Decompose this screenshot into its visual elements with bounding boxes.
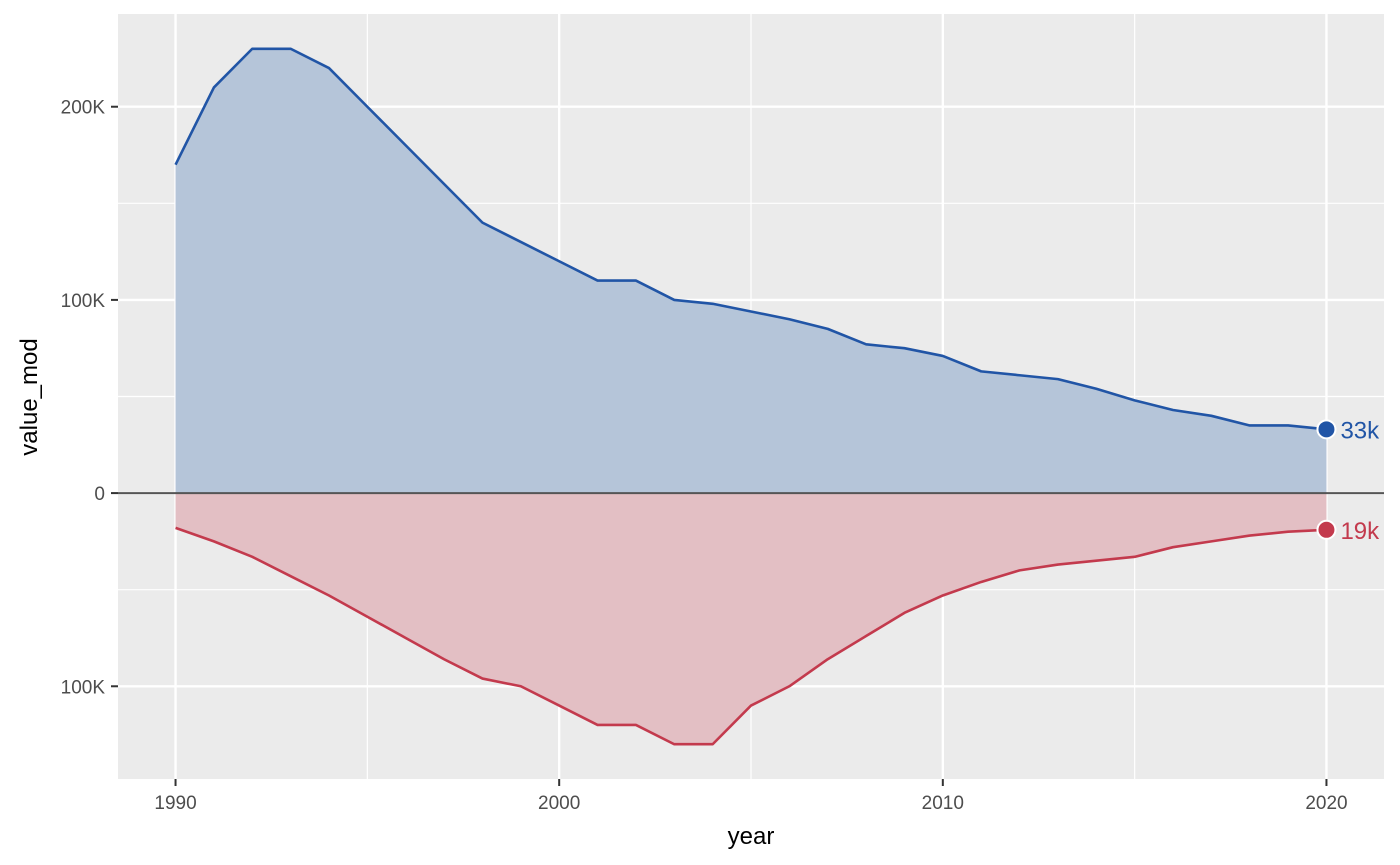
end-point-series-1 xyxy=(1316,519,1337,540)
x-tick-label: 2000 xyxy=(538,793,580,814)
series-lines xyxy=(174,47,1327,746)
series-line-1 xyxy=(175,526,1327,746)
area-fills xyxy=(175,48,1327,745)
y-axis-title: value_mod xyxy=(16,338,43,455)
y-tick-label: 200K xyxy=(61,98,106,119)
end-labels: 33k 19k xyxy=(1340,417,1380,544)
axes: 1990 2000 2010 2020 200K 100K 0 100K xyxy=(61,98,1348,814)
series-line-0 xyxy=(174,47,1327,431)
y-tick-label: 0 xyxy=(94,484,105,505)
end-label-series-1: 19k xyxy=(1340,518,1380,545)
x-tick-label: 2010 xyxy=(922,793,964,814)
end-points xyxy=(1316,419,1337,540)
y-tick-label: 100K xyxy=(61,677,106,698)
x-axis-title: year xyxy=(728,823,775,850)
x-tick-label: 2020 xyxy=(1305,793,1347,814)
end-point-series-0 xyxy=(1316,419,1337,440)
y-tick-label: 100K xyxy=(61,291,106,312)
end-label-series-0: 33k xyxy=(1340,417,1380,444)
area-fill-series-0 xyxy=(175,48,1327,494)
area-fill-series-1 xyxy=(175,493,1327,745)
x-tick-label: 1990 xyxy=(154,793,196,814)
